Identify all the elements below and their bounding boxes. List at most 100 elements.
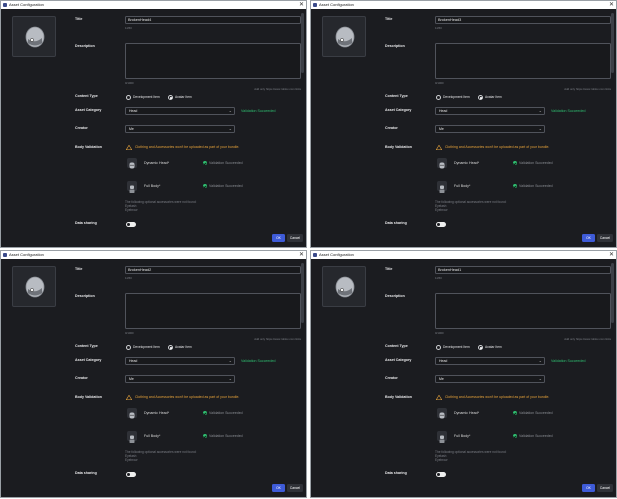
head-icon — [25, 26, 45, 48]
content-type-label: Content Type — [385, 94, 408, 98]
dynamic-head-status: Validation Succeeded — [519, 411, 553, 415]
ok-button[interactable]: OK — [582, 234, 595, 242]
content-type-label: Content Type — [385, 344, 408, 348]
description-textarea[interactable] — [125, 43, 301, 79]
full-body-label: Full Body* — [144, 434, 161, 438]
creator-value: Me — [439, 127, 444, 131]
data-sharing-label: Data sharing — [75, 471, 97, 475]
creator-select[interactable]: Me ⌄ — [435, 375, 545, 383]
asset-category-select[interactable]: Head ⌄ — [125, 357, 235, 365]
radio-avatar-item[interactable] — [478, 345, 483, 350]
title-char-count: 11/50 — [435, 276, 442, 280]
data-sharing-toggle[interactable] — [126, 222, 136, 227]
description-textarea[interactable] — [125, 293, 301, 329]
chevron-down-icon: ⌄ — [538, 376, 542, 381]
close-icon[interactable]: ✕ — [298, 2, 304, 8]
close-icon[interactable]: ✕ — [608, 252, 614, 258]
cancel-button[interactable]: Cancel — [287, 484, 303, 492]
title-input[interactable]: BrokenHead3 — [435, 16, 611, 24]
description-label: Description — [385, 44, 405, 48]
category-validation-status: Validation Succeeded — [241, 109, 276, 113]
check-icon — [203, 434, 207, 438]
asset-configuration-window: Asset Configuration ✕ Title BrokenHead3 … — [310, 0, 617, 248]
creator-select[interactable]: Me ⌄ — [125, 125, 235, 133]
close-icon[interactable]: ✕ — [298, 252, 304, 258]
title-char-count: 11/50 — [125, 276, 132, 280]
title-input[interactable]: BrokenHead2 — [125, 266, 301, 274]
creator-value: Me — [129, 127, 134, 131]
missing-item: Eyebrow — [435, 208, 448, 212]
radio-development-item[interactable] — [436, 95, 441, 100]
radio-development-label: Development Item — [443, 345, 470, 349]
asset-category-select[interactable]: Head ⌄ — [435, 107, 545, 115]
cancel-button[interactable]: Cancel — [597, 234, 613, 242]
creator-value: Me — [439, 377, 444, 381]
ok-button[interactable]: OK — [582, 484, 595, 492]
dynamic-head-status: Validation Succeeded — [209, 411, 243, 415]
title-input[interactable]: BrokenHead1 — [435, 266, 611, 274]
asset-configuration-window: Asset Configuration ✕ Title BrokenHead1 … — [310, 250, 617, 498]
radio-avatar-item[interactable] — [168, 95, 173, 100]
radio-avatar-label: Avatar Item — [485, 95, 502, 99]
description-label: Description — [385, 294, 405, 298]
cancel-button[interactable]: Cancel — [287, 234, 303, 242]
scrollbar[interactable] — [611, 263, 614, 323]
scrollbar[interactable] — [301, 263, 304, 323]
body-validation-label: Body Validation — [75, 395, 102, 399]
full-body-label: Full Body* — [144, 184, 161, 188]
cancel-button[interactable]: Cancel — [597, 484, 613, 492]
body-validation-label: Body Validation — [75, 145, 102, 149]
asset-category-select[interactable]: Head ⌄ — [125, 107, 235, 115]
full-body-status: Validation Succeeded — [209, 434, 243, 438]
creator-select[interactable]: Me ⌄ — [125, 375, 235, 383]
data-sharing-toggle[interactable] — [436, 472, 446, 477]
scrollbar[interactable] — [301, 13, 304, 73]
close-icon[interactable]: ✕ — [608, 2, 614, 8]
chevron-down-icon: ⌄ — [538, 108, 542, 113]
radio-development-item[interactable] — [436, 345, 441, 350]
full-body-label: Full Body* — [454, 434, 471, 438]
creator-value: Me — [129, 377, 134, 381]
asset-category-select[interactable]: Head ⌄ — [435, 357, 545, 365]
bundle-warning: Clothing and Accessories won't be upload… — [445, 145, 550, 149]
warning-icon — [126, 145, 132, 150]
dynamic-head-label: Dynamic Head* — [454, 161, 479, 165]
missing-item: Eyebrow — [125, 208, 138, 212]
description-char-count: 0/1000 — [125, 331, 134, 335]
description-textarea[interactable] — [435, 43, 611, 79]
missing-item: Eyelash — [435, 204, 447, 208]
window-title: Asset Configuration — [319, 2, 354, 7]
full-body-icon — [127, 431, 137, 443]
radio-avatar-label: Avatar Item — [485, 345, 502, 349]
dynamic-head-status: Validation Succeeded — [519, 161, 553, 165]
title-input[interactable]: BrokenHead4 — [125, 16, 301, 24]
optional-missing-note: The following optional accessories were … — [125, 200, 197, 204]
title-label: Title — [385, 267, 393, 271]
ok-button[interactable]: OK — [272, 484, 285, 492]
title-label: Title — [385, 17, 393, 21]
body-validation-label: Body Validation — [385, 395, 412, 399]
missing-item: Eyelash — [125, 454, 137, 458]
data-sharing-toggle[interactable] — [436, 222, 446, 227]
description-textarea[interactable] — [435, 293, 611, 329]
asset-category-label: Asset Category — [75, 108, 102, 112]
asset-thumbnail — [322, 266, 366, 307]
full-body-icon — [437, 181, 447, 193]
asset-category-value: Head — [129, 359, 138, 363]
description-char-count: 0/1000 — [435, 331, 444, 335]
radio-development-item[interactable] — [126, 95, 131, 100]
asset-category-value: Head — [439, 359, 448, 363]
radio-development-item[interactable] — [126, 345, 131, 350]
warning-icon — [436, 145, 442, 150]
data-sharing-toggle[interactable] — [126, 472, 136, 477]
radio-avatar-label: Avatar Item — [175, 95, 192, 99]
scrollbar[interactable] — [611, 13, 614, 73]
optional-missing-note: The following optional accessories were … — [435, 200, 507, 204]
chevron-down-icon: ⌄ — [228, 126, 232, 131]
radio-avatar-item[interactable] — [168, 345, 173, 350]
window-titlebar: Asset Configuration ✕ — [1, 1, 306, 9]
creator-select[interactable]: Me ⌄ — [435, 125, 545, 133]
radio-avatar-item[interactable] — [478, 95, 483, 100]
ok-button[interactable]: OK — [272, 234, 285, 242]
asset-category-value: Head — [439, 109, 448, 113]
